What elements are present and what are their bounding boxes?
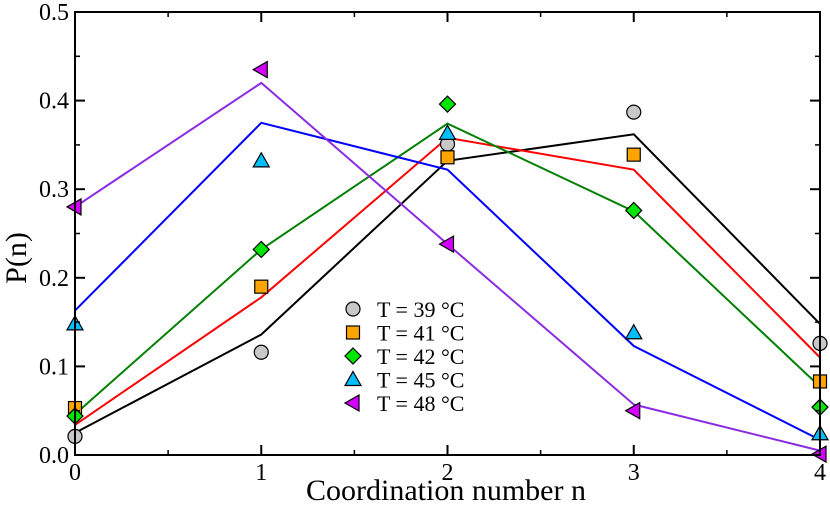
data-point-series-3-n3 xyxy=(624,201,643,220)
series-line-4 xyxy=(74,121,821,441)
data-point-series-3-n1 xyxy=(252,240,271,259)
legend-marker-3 xyxy=(344,347,362,365)
data-point-series-4-n3 xyxy=(624,323,643,340)
y-tick-label: 0.4 xyxy=(39,89,69,115)
y-tick-label: 0.2 xyxy=(39,266,69,292)
data-point-series-2-n2 xyxy=(440,150,455,165)
x-tick-label: 0 xyxy=(69,460,81,486)
x-axis-title: Coordination number n xyxy=(306,474,586,507)
data-point-series-4-n1 xyxy=(252,151,271,168)
y-tick-label: 0.3 xyxy=(39,177,69,203)
data-point-series-1-n3 xyxy=(626,104,642,120)
legend-label-4: T = 45 °C xyxy=(377,368,464,393)
legend-label-2: T = 41 °C xyxy=(377,321,464,346)
x-tick-label: 1 xyxy=(255,460,267,486)
legend-marker-2 xyxy=(345,325,361,340)
data-point-series-2-n3 xyxy=(626,147,641,162)
legend-marker-1 xyxy=(345,301,361,317)
data-point-series-5-n1 xyxy=(252,60,268,79)
legend-marker-4 xyxy=(343,370,363,387)
y-tick-label: 0.5 xyxy=(39,0,69,26)
y-axis-title: P(n) xyxy=(0,232,33,284)
legend-marker-5 xyxy=(343,393,360,413)
legend: T = 39 °CT = 41 °CT = 42 °CT = 45 °CT = … xyxy=(343,297,464,416)
y-tick-label: 0.0 xyxy=(39,443,69,469)
legend-label-5: T = 48 °C xyxy=(377,391,464,416)
legend-label-1: T = 39 °C xyxy=(377,297,464,322)
data-point-series-4-n2 xyxy=(438,124,457,140)
data-point-series-2-n1 xyxy=(254,279,269,294)
legend-label-3: T = 42 °C xyxy=(377,344,464,369)
x-tick-label: 4 xyxy=(814,460,826,486)
data-point-series-3-n2 xyxy=(438,95,457,113)
data-point-series-1-n1 xyxy=(253,344,269,360)
y-tick-label: 0.1 xyxy=(39,354,69,380)
data-point-series-5-n2 xyxy=(438,235,455,254)
series-line-3 xyxy=(74,122,821,415)
axes-layer: 0 1 2 3 4 0.0 0.1 0.2 0.3 0.4 0.5 xyxy=(39,0,826,486)
data-point-series-5-n3 xyxy=(624,401,641,420)
x-tick-label: 3 xyxy=(628,460,640,486)
x-tick-label: 2 xyxy=(442,460,454,486)
